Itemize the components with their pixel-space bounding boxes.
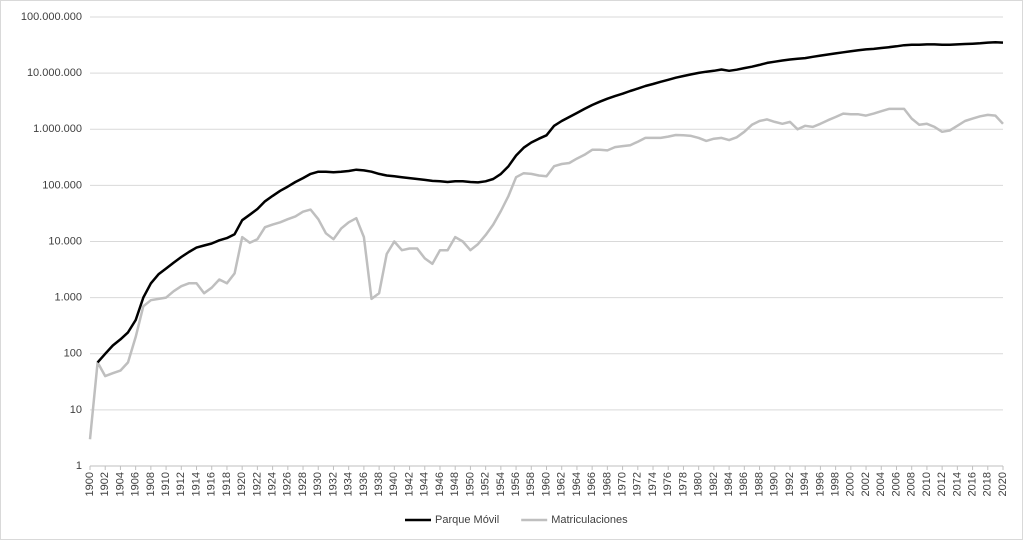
x-tick-label: 1924 xyxy=(267,472,279,496)
x-tick-label: 1930 xyxy=(312,472,324,496)
y-tick-label: 1.000 xyxy=(54,292,82,304)
x-tick-label: 1920 xyxy=(236,472,248,496)
x-tick-label: 1946 xyxy=(434,472,446,496)
x-tick-label: 1956 xyxy=(510,472,522,496)
x-tick-label: 1910 xyxy=(160,472,172,496)
x-tick-label: 1944 xyxy=(419,472,431,496)
x-tick-label: 2008 xyxy=(906,472,918,496)
x-tick-label: 1964 xyxy=(571,472,583,496)
x-tick-label: 1928 xyxy=(297,472,309,496)
x-tick-label: 1980 xyxy=(693,472,705,496)
x-tick-label: 1988 xyxy=(753,472,765,496)
x-tick-label: 1922 xyxy=(251,472,263,496)
x-tick-label: 1960 xyxy=(540,472,552,496)
x-tick-label: 1940 xyxy=(388,472,400,496)
x-tick-label: 1952 xyxy=(480,472,492,496)
x-tick-label: 1982 xyxy=(708,472,720,496)
x-tick-label: 1950 xyxy=(464,472,476,496)
x-tick-label: 1962 xyxy=(556,472,568,496)
x-tick-label: 2018 xyxy=(982,472,994,496)
series-line xyxy=(96,40,1004,364)
x-tick-label: 1968 xyxy=(601,472,613,496)
x-tick-label: 1904 xyxy=(114,472,126,496)
x-tick-label: 2002 xyxy=(860,472,872,496)
y-tick-label: 1 xyxy=(76,460,82,472)
y-tick-label: 1.000.000 xyxy=(33,123,82,135)
x-tick-label: 1932 xyxy=(327,472,339,496)
x-tick-label: 2010 xyxy=(921,472,933,496)
x-tick-label: 1902 xyxy=(99,472,111,496)
x-tick-label: 1966 xyxy=(586,472,598,496)
legend-label: Parque Móvil xyxy=(435,514,499,526)
x-tick-label: 1936 xyxy=(358,472,370,496)
x-tick-label: 1976 xyxy=(662,472,674,496)
x-tick-label: 1908 xyxy=(145,472,157,496)
x-tick-label: 1914 xyxy=(190,472,202,496)
x-tick-label: 2006 xyxy=(890,472,902,496)
x-tick-label: 2014 xyxy=(951,472,963,496)
x-tick-label: 1958 xyxy=(525,472,537,496)
x-tick-label: 1970 xyxy=(616,472,628,496)
x-tick-label: 1996 xyxy=(814,472,826,496)
y-tick-label: 100.000 xyxy=(42,179,82,191)
x-tick-label: 1916 xyxy=(206,472,218,496)
legend-label: Matriculaciones xyxy=(551,514,628,526)
y-tick-label: 10 xyxy=(70,404,82,416)
x-tick-label: 1998 xyxy=(830,472,842,496)
x-tick-label: 1994 xyxy=(799,472,811,496)
x-tick-label: 1900 xyxy=(84,472,96,496)
x-tick-label: 1954 xyxy=(495,472,507,496)
x-tick-label: 1912 xyxy=(175,472,187,496)
x-tick-label: 2000 xyxy=(845,472,857,496)
series-line xyxy=(88,107,1004,440)
x-tick-label: 2012 xyxy=(936,472,948,496)
x-tick-label: 2004 xyxy=(875,472,887,496)
x-tick-label: 1948 xyxy=(449,472,461,496)
x-tick-label: 1992 xyxy=(784,472,796,496)
y-tick-label: 100 xyxy=(64,348,82,360)
x-tick-label: 1974 xyxy=(647,472,659,496)
x-tick-label: 1986 xyxy=(738,472,750,496)
x-tick-label: 1972 xyxy=(632,472,644,496)
x-tick-label: 1926 xyxy=(282,472,294,496)
y-tick-label: 10.000.000 xyxy=(27,67,82,79)
x-tick-label: 1984 xyxy=(723,472,735,496)
x-tick-label: 1906 xyxy=(130,472,142,496)
x-tick-label: 1990 xyxy=(769,472,781,496)
x-tick-label: 2016 xyxy=(966,472,978,496)
x-tick-label: 2020 xyxy=(997,472,1009,496)
x-tick-label: 1978 xyxy=(677,472,689,496)
x-tick-label: 1918 xyxy=(221,472,233,496)
x-tick-label: 1942 xyxy=(403,472,415,496)
x-tick-label: 1938 xyxy=(373,472,385,496)
y-tick-label: 100.000.000 xyxy=(21,11,82,23)
y-tick-label: 10.000 xyxy=(48,235,82,247)
x-tick-label: 1934 xyxy=(343,472,355,496)
